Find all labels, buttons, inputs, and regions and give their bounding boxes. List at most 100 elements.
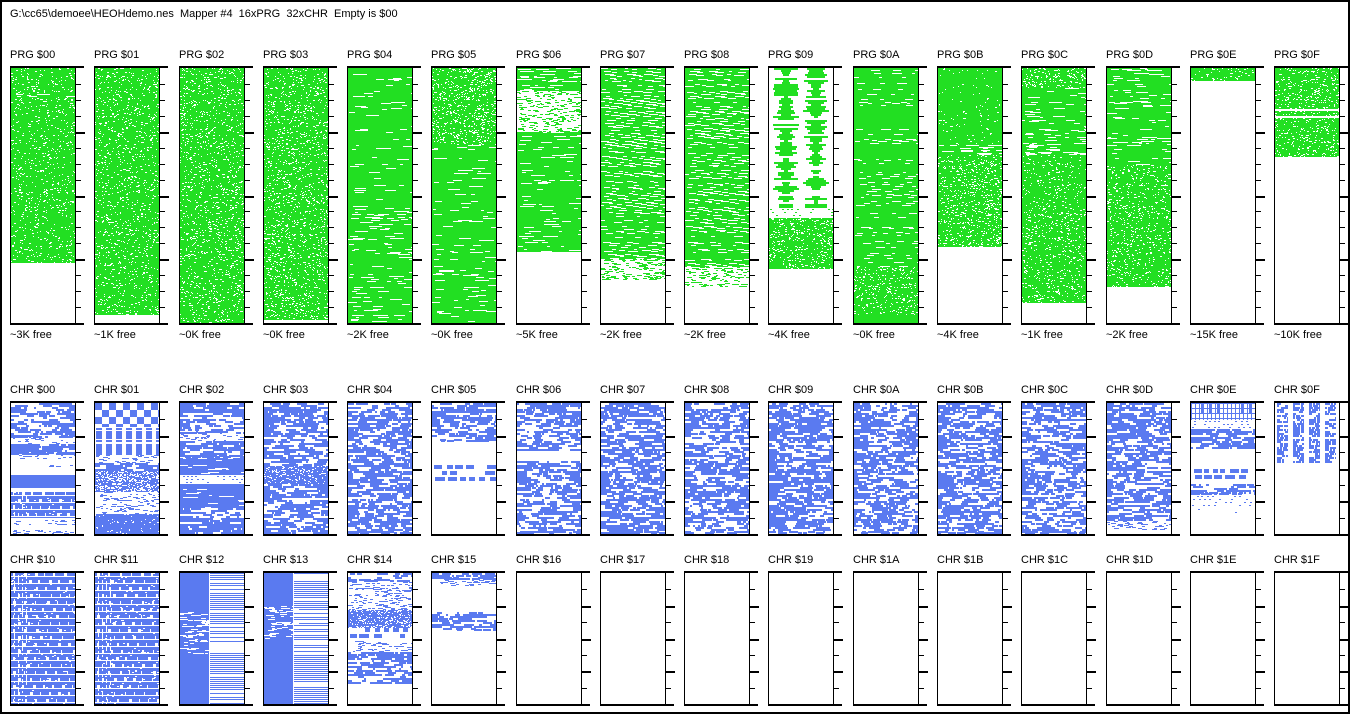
bank-left-border: [10, 68, 11, 323]
ruler-tick: [329, 436, 338, 438]
ruler-tick: [1340, 307, 1345, 308]
ruler-tick: [160, 688, 165, 689]
ruler-tick: [582, 196, 591, 198]
ruler-tick: [582, 419, 587, 420]
ruler-tick: [582, 688, 587, 689]
ruler-tick: [160, 606, 169, 608]
bank-top-border: [1190, 401, 1264, 403]
bank-usage-map: [94, 571, 169, 706]
ruler-tick: [76, 688, 81, 689]
bank-left-border: [684, 573, 685, 704]
ruler-tick: [834, 606, 843, 608]
bank: PRG $04 ~2K free: [347, 49, 431, 349]
bank-free-label: ~2K free: [600, 329, 642, 341]
bank-free-label: ~0K free: [179, 329, 221, 341]
ruler-tick: [76, 196, 85, 198]
bank-bottom-border: [1274, 704, 1348, 706]
bank-top-border: [600, 401, 674, 403]
ruler-tick: [1340, 291, 1345, 292]
bank-usage-map: [347, 401, 422, 536]
bank-left-border: [937, 573, 938, 704]
ruler-tick: [413, 132, 422, 134]
ruler-tick: [666, 639, 675, 641]
ruler-tick: [1340, 148, 1345, 149]
ruler-tick: [1340, 452, 1345, 453]
ruler-tick: [666, 100, 671, 101]
bank-usage-map: [347, 571, 422, 706]
bank-bottom-border: [431, 534, 505, 536]
ruler-tick: [497, 243, 502, 244]
ruler-tick: [1340, 671, 1348, 673]
ruler-tick: [1340, 164, 1345, 165]
bank-left-border: [937, 403, 938, 534]
bank-usage-map: [10, 401, 85, 536]
bank-ruler: [1339, 573, 1340, 704]
bank-bottom-border: [179, 704, 253, 706]
ruler-tick: [834, 291, 839, 292]
ruler-tick: [666, 243, 671, 244]
bank: CHR $08: [684, 384, 768, 549]
bank-usage-map: [1274, 571, 1348, 706]
ruler-tick: [919, 655, 924, 656]
bank-bottom-border: [179, 323, 253, 325]
bank-left-border: [1021, 403, 1022, 534]
bank-label: CHR $05: [431, 384, 477, 396]
bank: PRG $0E ~15K free: [1190, 49, 1274, 349]
chr-bank-row-1: CHR $00 CHR $01 CHR $02 CHR $: [10, 384, 1348, 549]
bank-bottom-border: [516, 704, 590, 706]
ruler-tick: [1087, 243, 1092, 244]
ruler-tick: [413, 622, 418, 623]
ruler-tick: [750, 622, 755, 623]
ruler-tick: [919, 227, 924, 228]
bank-label: CHR $17: [600, 554, 646, 566]
bank-usage-canvas: [601, 573, 665, 704]
bank-ruler: [833, 68, 834, 323]
ruler-tick: [919, 671, 928, 673]
bank-usage-map: [768, 401, 843, 536]
bank-top-border: [179, 66, 253, 68]
ruler-tick: [582, 100, 587, 101]
prg-bank-row: PRG $00 ~3K free PRG $01 ~1K free PRG $0…: [10, 49, 1348, 349]
ruler-tick: [76, 116, 81, 117]
ruler-tick: [160, 227, 165, 228]
ruler-tick: [1003, 164, 1008, 165]
ruler-tick: [1003, 606, 1012, 608]
bank: CHR $09: [768, 384, 852, 549]
ruler-tick: [413, 243, 418, 244]
bank-bottom-border: [853, 704, 927, 706]
ruler-tick: [834, 436, 843, 438]
bank-left-border: [600, 573, 601, 704]
ruler-tick: [329, 148, 334, 149]
ruler-tick: [413, 589, 418, 590]
ruler-tick: [1340, 116, 1345, 117]
bank: CHR $0B: [937, 384, 1021, 549]
bank-ruler: [1171, 403, 1172, 534]
ruler-tick: [582, 132, 591, 134]
bank-ruler: [749, 403, 750, 534]
ruler-tick: [582, 148, 587, 149]
ruler-tick: [750, 501, 759, 503]
bank-left-border: [94, 403, 95, 534]
bank-ruler: [159, 68, 160, 323]
ruler-tick: [1003, 436, 1012, 438]
ruler-tick: [160, 589, 165, 590]
ruler-tick: [1003, 84, 1008, 85]
bank-usage-map: [1190, 66, 1265, 325]
ruler-tick: [582, 622, 587, 623]
ruler-tick: [919, 436, 928, 438]
ruler-tick: [666, 452, 671, 453]
bank-left-border: [94, 573, 95, 704]
ruler-tick: [245, 452, 250, 453]
ruler-tick: [1256, 688, 1261, 689]
ruler-tick: [1340, 180, 1345, 181]
bank-usage-canvas: [517, 403, 581, 534]
bank-usage-map: [179, 571, 254, 706]
ruler-tick: [919, 589, 924, 590]
bank: CHR $01: [94, 384, 178, 549]
ruler-tick: [750, 589, 755, 590]
ruler-tick: [76, 307, 81, 308]
chr-bank-row-2: CHR $10 CHR $11 CHR $12 CHR $: [10, 554, 1348, 709]
ruler-tick: [750, 84, 755, 85]
ruler-tick: [666, 196, 675, 198]
bank-bottom-border: [1106, 323, 1180, 325]
